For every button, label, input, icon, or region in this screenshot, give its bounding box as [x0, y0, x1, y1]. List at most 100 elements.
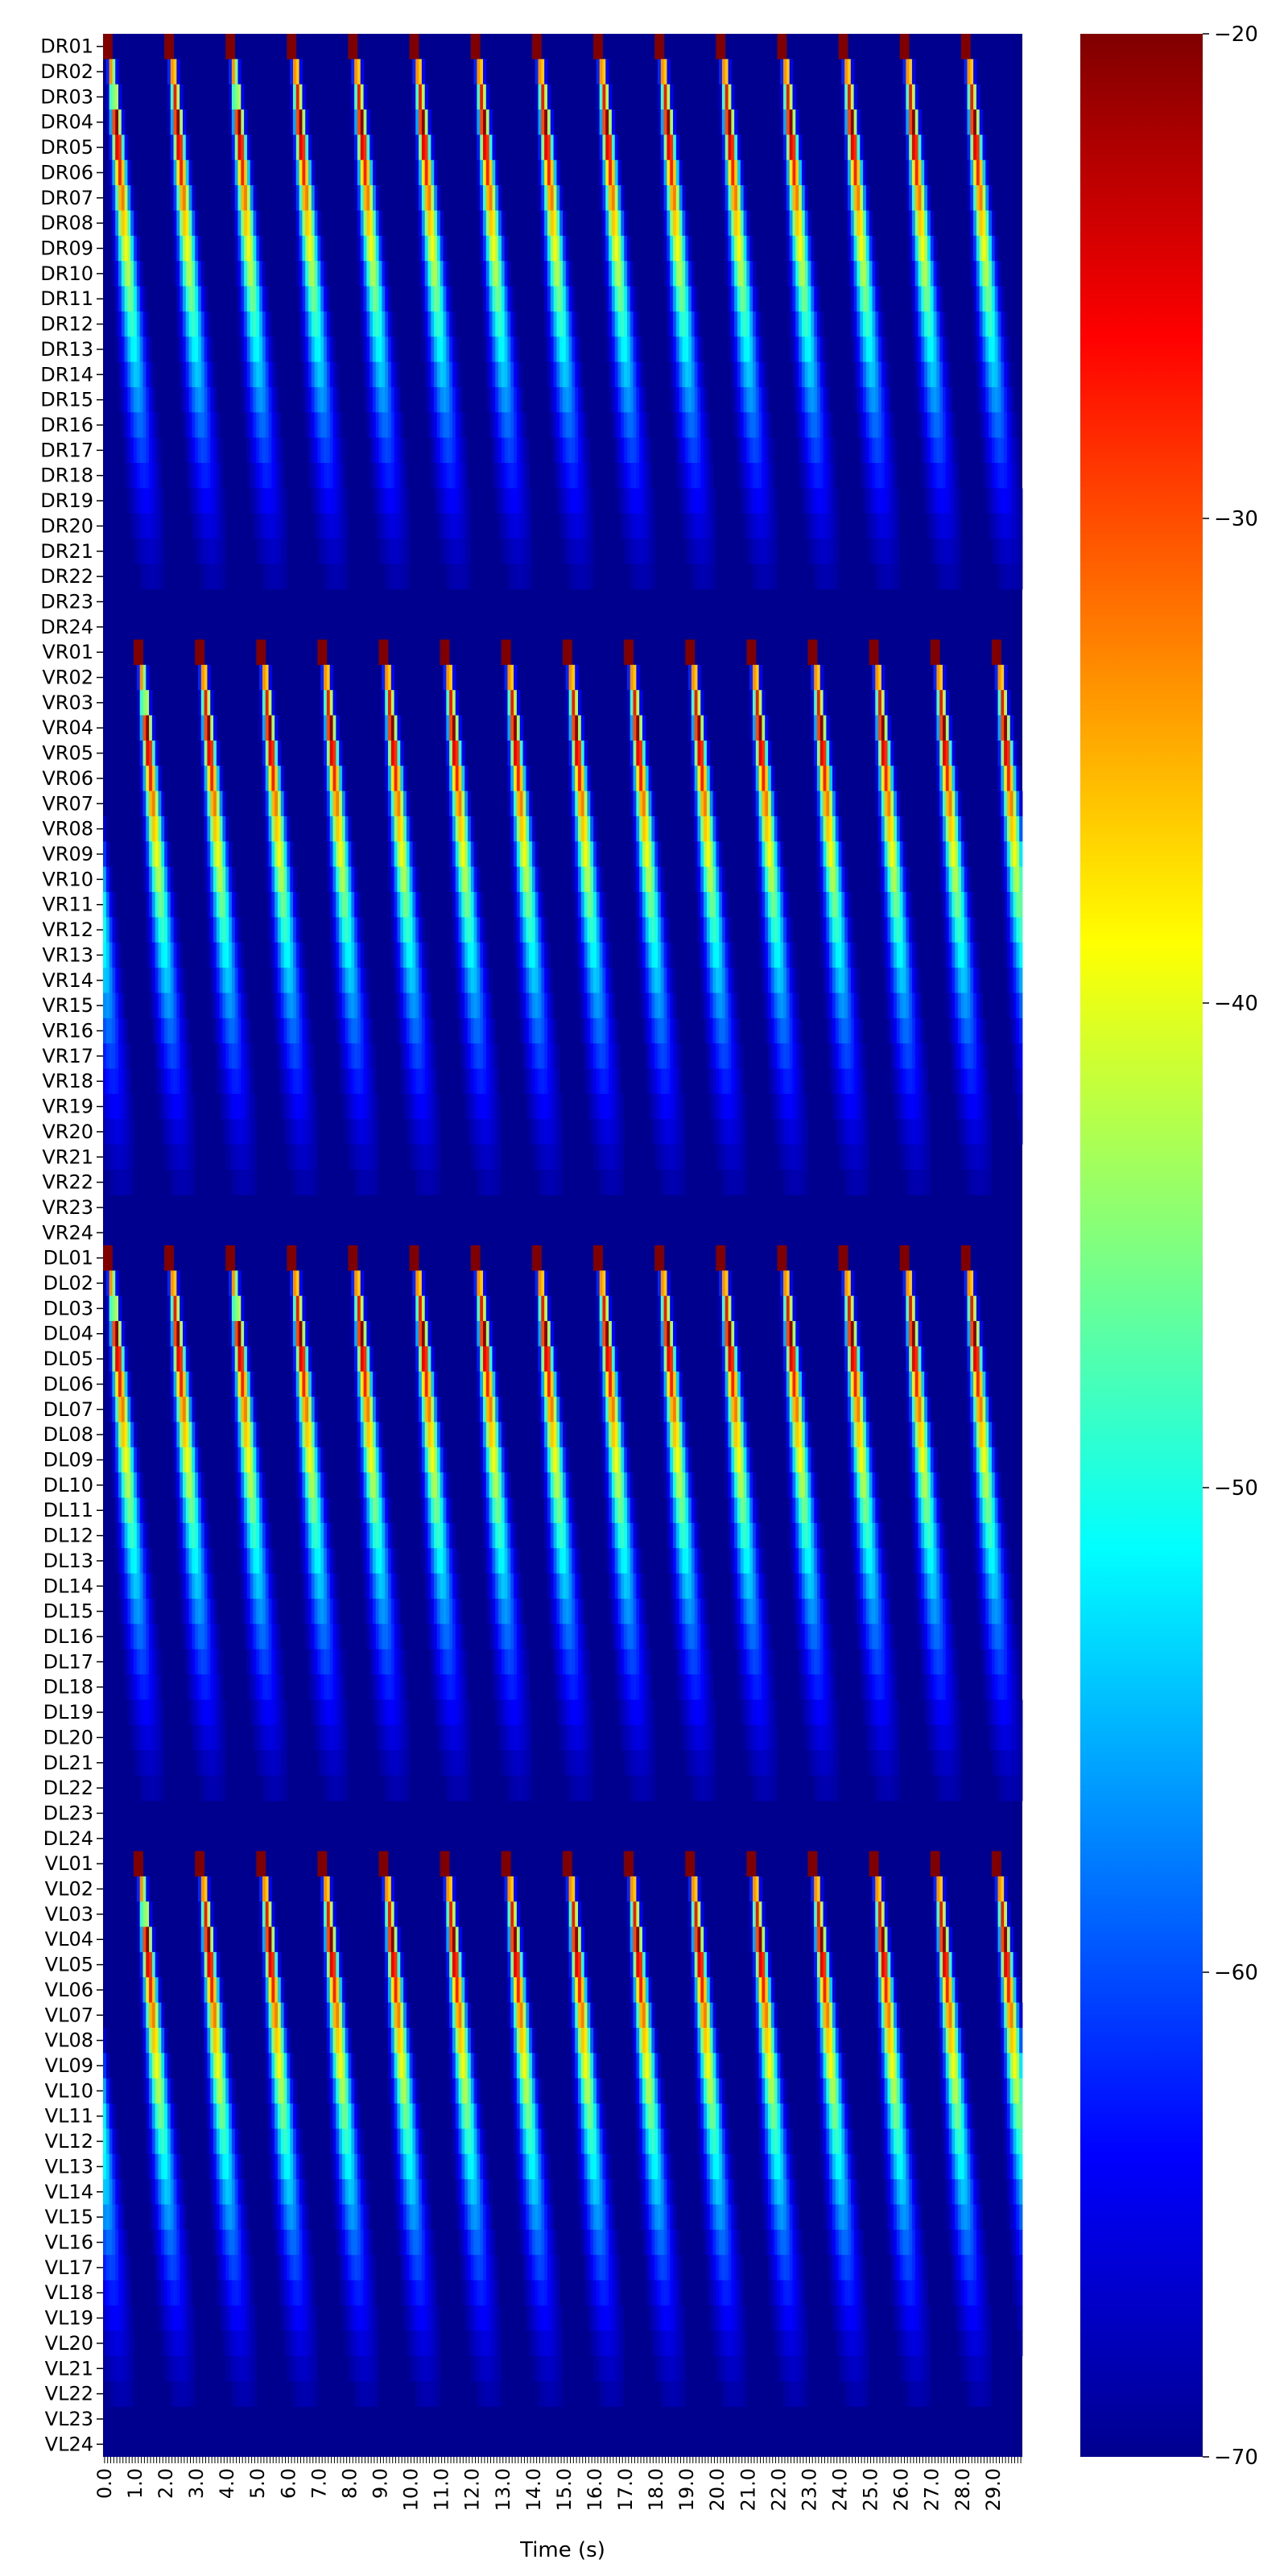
heatmap-cell — [477, 917, 481, 943]
heatmap-cell — [161, 791, 165, 817]
heatmap-cell — [547, 159, 551, 186]
heatmap-cell — [256, 311, 260, 337]
heatmap-cell — [529, 942, 533, 968]
heatmap-cell — [535, 866, 539, 893]
heatmap-cell — [139, 639, 143, 666]
heatmap-cell — [149, 740, 153, 766]
heatmap-cell — [397, 993, 401, 1019]
heatmap-cell — [853, 361, 857, 388]
heatmap-cell — [844, 59, 848, 85]
heatmap-cell — [721, 185, 726, 211]
heatmap-cell — [167, 84, 171, 110]
heatmap-cell — [826, 866, 830, 893]
heatmap-cell — [758, 866, 762, 893]
heatmap-cell — [667, 134, 671, 161]
heatmap-cell — [378, 311, 382, 337]
heatmap-cell — [952, 766, 956, 792]
heatmap-cell — [305, 968, 309, 993]
heatmap-cell — [887, 740, 891, 766]
heatmap-cell — [952, 539, 956, 564]
heatmap-cell — [329, 892, 333, 918]
heatmap-cell — [878, 336, 882, 362]
heatmap-cell — [531, 917, 536, 943]
heatmap-cell — [716, 34, 720, 60]
heatmap-cell — [455, 766, 459, 792]
heatmap-cell — [642, 968, 646, 993]
heatmap-cell — [602, 993, 606, 1019]
heatmap-cell — [311, 261, 316, 287]
heatmap-cell — [151, 968, 156, 993]
heatmap-cell — [332, 892, 336, 918]
heatmap-cell — [262, 386, 266, 413]
heatmap-cell — [654, 917, 658, 943]
heatmap-cell — [1016, 993, 1020, 1019]
heatmap-cell — [305, 993, 309, 1019]
heatmap-cell — [547, 361, 551, 388]
heatmap-cell — [146, 766, 150, 792]
heatmap-cell — [124, 159, 128, 186]
heatmap-cell — [869, 513, 873, 539]
heatmap-cell — [626, 437, 631, 464]
heatmap-cell — [724, 109, 729, 135]
heatmap-cell — [743, 386, 747, 413]
heatmap-cell — [952, 942, 956, 968]
heatmap-cell — [896, 917, 901, 943]
heatmap-cell — [850, 336, 855, 362]
heatmap-cell — [427, 336, 431, 362]
heatmap-cell — [737, 336, 741, 362]
heatmap-cell — [645, 968, 649, 993]
heatmap-cell — [688, 539, 692, 564]
heatmap-cell — [268, 336, 272, 362]
heatmap-cell — [397, 1018, 401, 1044]
heatmap-cell — [899, 942, 903, 968]
heatmap-cell — [970, 59, 974, 85]
heatmap-cell — [765, 968, 769, 993]
heatmap-cell — [780, 866, 784, 893]
heatmap-cell — [348, 34, 352, 60]
heatmap-cell — [792, 210, 796, 237]
heatmap-cell — [161, 513, 165, 539]
heatmap-cell — [531, 34, 536, 60]
heatmap-cell — [452, 412, 456, 439]
heatmap-cell — [275, 917, 279, 943]
heatmap-cell — [229, 942, 233, 968]
heatmap-cell — [510, 311, 514, 337]
heatmap-cell — [204, 690, 208, 716]
heatmap-cell — [538, 84, 542, 110]
heatmap-cell — [167, 968, 171, 993]
heatmap-cell — [811, 463, 815, 489]
heatmap-cell — [939, 286, 943, 312]
heatmap-cell — [473, 34, 477, 60]
heatmap-cell — [1004, 488, 1008, 514]
heatmap-cell — [832, 866, 836, 893]
heatmap-cell — [976, 159, 980, 186]
heatmap-cell — [219, 1018, 223, 1044]
heatmap-cell — [814, 463, 818, 489]
heatmap-cell — [621, 488, 625, 514]
heatmap-cell — [277, 917, 282, 943]
heatmap-cell — [155, 815, 159, 842]
heatmap-cell — [400, 766, 404, 792]
heatmap-cell — [139, 361, 143, 388]
heatmap-cell — [295, 892, 300, 918]
heatmap-cell — [427, 386, 431, 413]
heatmap-cell — [348, 866, 352, 893]
heatmap-cell — [660, 59, 665, 85]
heatmap-cell — [419, 134, 423, 161]
heatmap-cell — [419, 109, 423, 135]
heatmap-cell — [578, 690, 582, 716]
heatmap-cell — [265, 715, 269, 741]
heatmap-cell — [660, 993, 665, 1019]
heatmap-cell — [244, 412, 248, 439]
heatmap-cell — [519, 841, 523, 868]
heatmap-cell — [639, 336, 643, 362]
heatmap-cell — [290, 942, 294, 968]
heatmap-cell — [458, 917, 462, 943]
heatmap-cell — [360, 235, 364, 262]
heatmap-cell — [819, 361, 824, 388]
heatmap-cell — [872, 715, 876, 741]
heatmap-cell — [565, 412, 570, 439]
heatmap-cell — [477, 134, 481, 161]
heatmap-cell — [799, 361, 803, 388]
heatmap-cell — [792, 386, 796, 413]
